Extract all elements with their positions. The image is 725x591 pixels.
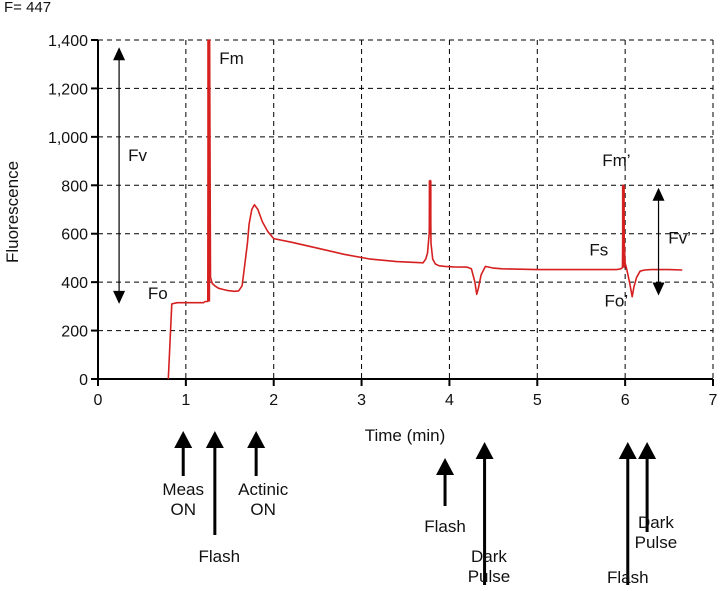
annotation-label: Fv’ [668, 228, 691, 247]
x-tick-label: 3 [357, 392, 366, 409]
y-tick-label: 600 [61, 227, 88, 244]
range-arrow-head-up [113, 47, 126, 61]
y-tick-label: 800 [61, 178, 88, 195]
event-arrow-head [475, 442, 494, 459]
annotation-label: Fo [148, 284, 168, 303]
x-tick-label: 5 [533, 392, 542, 409]
range-arrow-fv-prime [652, 187, 665, 296]
event-label: Pulse [635, 533, 678, 552]
x-tick-label: 7 [709, 392, 718, 409]
event-label: ON [170, 500, 196, 519]
y-tick-label: 1,000 [48, 130, 88, 147]
header-text: F= 447 [4, 0, 51, 16]
range-arrow-head-down [652, 282, 665, 296]
event-label: Actinic [238, 480, 289, 499]
event-label: Flash [607, 568, 649, 587]
y-tick-label: 400 [61, 275, 88, 292]
event-flash-2: Flash [424, 458, 466, 536]
x-axis-ticks: 0 1 2 3 4 5 6 7 [94, 379, 718, 409]
event-label: Flash [424, 517, 466, 536]
range-arrows [113, 47, 665, 304]
event-arrow-head [247, 431, 266, 448]
x-tick-label: 1 [181, 392, 190, 409]
annotation-label: Fo’ [605, 291, 629, 310]
x-tick-label: 4 [445, 392, 454, 409]
y-tick-label: 200 [61, 324, 88, 341]
range-arrow-head-up [652, 187, 665, 201]
event-label: Meas [162, 480, 204, 499]
range-arrow-head-down [113, 290, 126, 304]
x-axis-title: Time (min) [365, 426, 446, 445]
annotation-label: Fv [128, 146, 147, 165]
annotation-label: Fm [219, 49, 244, 68]
series [167, 39, 683, 380]
event-label: ON [250, 500, 276, 519]
x-tick-label: 6 [621, 392, 630, 409]
x-tick-label: 2 [269, 392, 278, 409]
y-tick-label: 1,400 [48, 33, 88, 50]
event-arrow-head [638, 442, 657, 459]
range-arrow-fv [113, 47, 126, 304]
axes [97, 40, 713, 380]
annotation-label: Fm’ [602, 151, 630, 170]
event-label: Flash [198, 547, 240, 566]
event-flash-1: Flash [198, 431, 240, 566]
event-label: Dark [471, 547, 507, 566]
event-arrow-head [205, 431, 224, 448]
y-axis-title: Fluorescence [3, 161, 22, 263]
event-arrow-head [436, 458, 455, 475]
annotation-label: Fs [589, 241, 608, 260]
y-axis-ticks: 0 200 400 600 800 1,000 1,200 1,400 [48, 33, 98, 389]
y-tick-label: 0 [79, 372, 88, 389]
x-tick-label: 0 [94, 392, 103, 409]
annotations: Fm Fv Fo Fm’ Fs Fo’ Fv’ [128, 49, 691, 310]
series-line [167, 39, 683, 380]
event-label: Pulse [468, 567, 511, 586]
event-arrow-head [174, 431, 193, 448]
event-flash-3: Flash [607, 442, 649, 587]
event-label: Dark [638, 513, 674, 532]
event-arrow-head [618, 442, 637, 459]
grid [98, 39, 714, 379]
y-tick-label: 1,200 [48, 81, 88, 98]
